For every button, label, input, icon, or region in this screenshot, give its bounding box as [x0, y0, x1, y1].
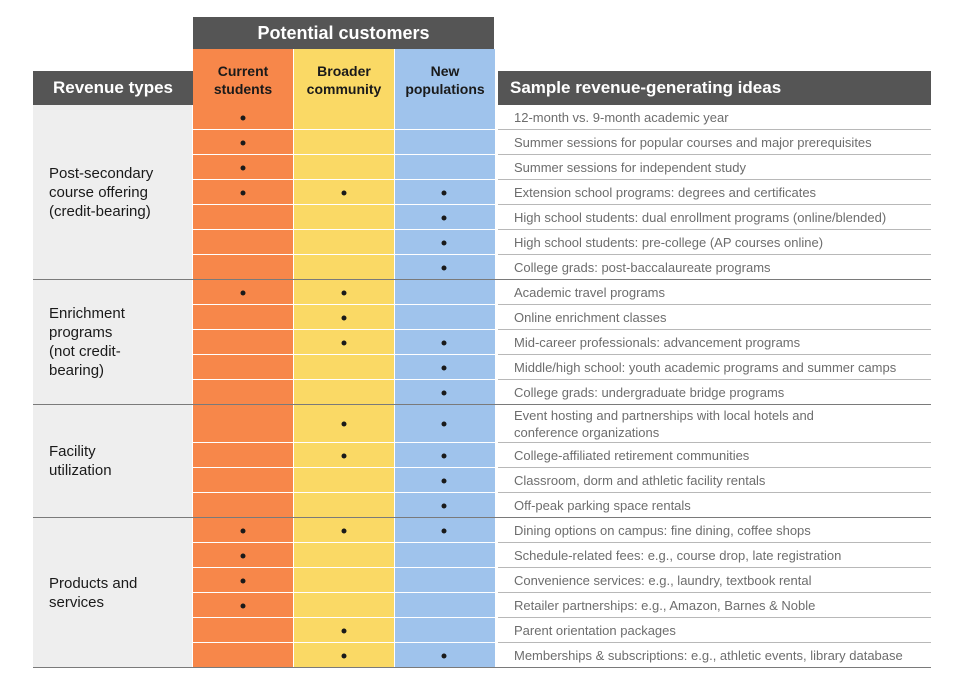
idea-text: Dining options on campus: fine dining, c…: [514, 523, 811, 538]
dot-broader: [341, 528, 347, 533]
idea-separator: [498, 154, 931, 155]
idea-separator: [498, 617, 931, 618]
revenue-type-cell: [33, 518, 192, 667]
idea-text: Online enrichment classes: [514, 310, 667, 325]
dot-current: [240, 553, 246, 558]
revenue-type-cell: [33, 105, 192, 279]
dot-broader: [341, 190, 347, 195]
row-separator: [33, 279, 931, 280]
idea-text: Memberships & subscriptions: e.g., athle…: [514, 648, 903, 663]
idea-separator: [498, 542, 931, 543]
dot-current: [240, 115, 246, 120]
dot-broader: [341, 653, 347, 658]
revenue-type-label: Post-secondary course offering (credit-b…: [49, 164, 154, 220]
idea-separator: [498, 204, 931, 205]
broader-community-column: [294, 49, 394, 668]
dot-new: [441, 421, 447, 427]
dot-new: [441, 240, 447, 245]
idea-separator: [498, 354, 931, 355]
idea-separator: [498, 442, 931, 443]
idea-separator: [498, 329, 931, 330]
sample-ideas-header: Sample revenue-generating ideas: [498, 71, 931, 105]
dot-new: [441, 265, 447, 270]
idea-text: Middle/high school: youth academic progr…: [514, 360, 897, 375]
dot-current: [240, 290, 246, 295]
dot-new: [441, 528, 447, 533]
idea-text: College-affiliated retirement communitie…: [514, 448, 750, 463]
revenue-type-label: Products and services: [49, 574, 138, 611]
column-header-current-students: Current students: [213, 63, 273, 97]
column-header-new-populations: New populations: [405, 63, 485, 97]
idea-text: Mid-career professionals: advancement pr…: [514, 335, 801, 350]
dot-new: [441, 653, 447, 658]
idea-text: Event hosting and partnerships with loca…: [514, 408, 814, 440]
dot-current: [240, 603, 246, 608]
idea-text: High school students: pre-college (AP co…: [514, 235, 824, 250]
dot-new: [441, 340, 447, 345]
idea-separator: [498, 592, 931, 593]
dot-current: [240, 165, 246, 170]
idea-text: College grads: post-baccalaureate progra…: [514, 260, 771, 275]
dot-broader: [341, 340, 347, 345]
dot-new: [441, 190, 447, 195]
idea-separator: [498, 467, 931, 468]
idea-separator: [498, 229, 931, 230]
dot-broader: [341, 628, 347, 633]
idea-text: Summer sessions for popular courses and …: [514, 135, 872, 150]
revenue-types-header: Revenue types: [33, 71, 193, 105]
idea-separator: [498, 179, 931, 180]
idea-text: College grads: undergraduate bridge prog…: [514, 385, 785, 400]
idea-text: Classroom, dorm and athletic facility re…: [514, 473, 766, 488]
dot-broader: [341, 315, 347, 320]
dot-new: [441, 215, 447, 220]
idea-text: Summer sessions for independent study: [514, 160, 746, 175]
idea-text: Extension school programs: degrees and c…: [514, 185, 817, 200]
idea-separator: [498, 254, 931, 255]
idea-text: 12-month vs. 9-month academic year: [514, 110, 729, 125]
dot-broader: [341, 453, 347, 458]
idea-separator: [498, 567, 931, 568]
potential-customers-header: Potential customers: [193, 17, 494, 49]
dot-new: [441, 478, 447, 483]
idea-text: Retailer partnerships: e.g., Amazon, Bar…: [514, 598, 816, 613]
dot-current: [240, 528, 246, 533]
revenue-type-cell: [33, 405, 192, 517]
dot-broader: [341, 421, 347, 427]
column-header-broader-community: Broader community: [306, 63, 382, 97]
revenue-type-cell: [33, 280, 192, 404]
idea-separator: [498, 379, 931, 380]
dot-new: [441, 453, 447, 458]
idea-text: Parent orientation packages: [514, 623, 676, 638]
dot-new: [441, 503, 447, 508]
dot-new: [441, 390, 447, 395]
idea-separator: [498, 642, 931, 643]
new-populations-column: [395, 49, 495, 668]
dot-current: [240, 190, 246, 195]
idea-separator: [498, 129, 931, 130]
dot-broader: [341, 290, 347, 295]
row-separator: [33, 517, 931, 518]
dot-current: [240, 578, 246, 583]
idea-separator: [498, 492, 931, 493]
idea-text: Academic travel programs: [514, 285, 665, 300]
idea-text: Convenience services: e.g., laundry, tex…: [514, 573, 812, 588]
idea-text: High school students: dual enrollment pr…: [514, 210, 887, 225]
dot-new: [441, 365, 447, 370]
idea-separator: [498, 304, 931, 305]
current-students-column: [193, 49, 293, 668]
idea-text: Off-peak parking space rentals: [514, 498, 691, 513]
dot-current: [240, 140, 246, 145]
row-separator: [33, 667, 931, 668]
revenue-type-label: Facility utilization: [49, 443, 112, 479]
revenue-type-label: Enrichment programs (not credit- bearing…: [49, 305, 125, 379]
row-separator: [33, 404, 931, 405]
idea-text: Schedule-related fees: e.g., course drop…: [514, 548, 842, 563]
